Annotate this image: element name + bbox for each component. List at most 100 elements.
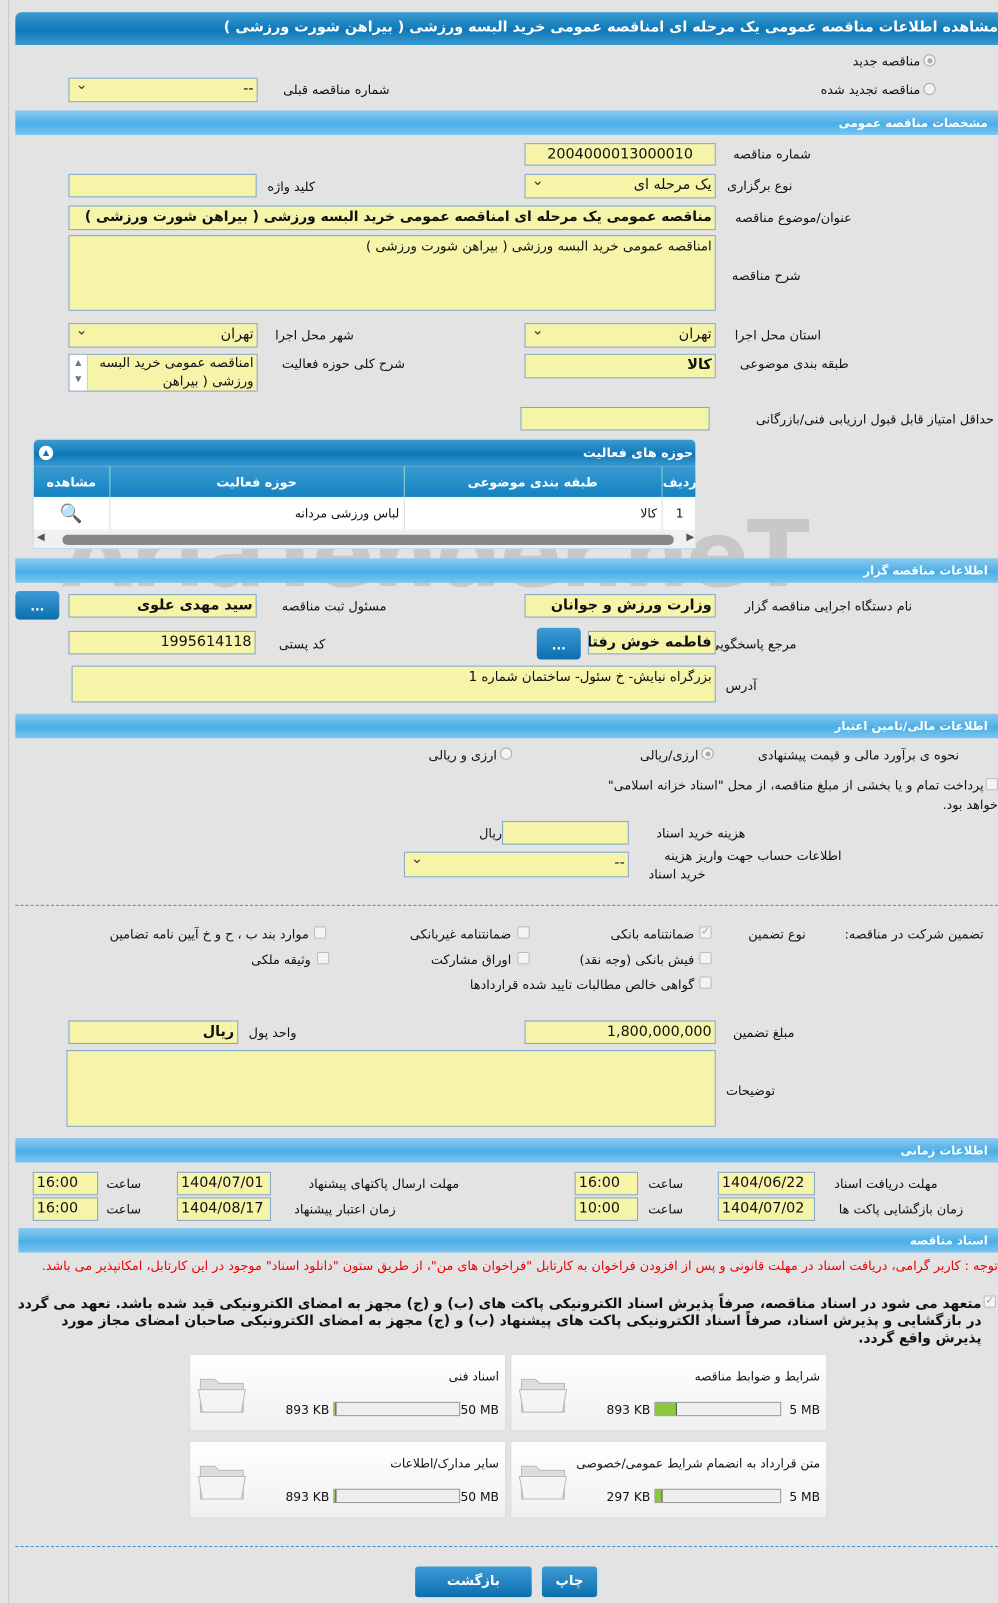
col-view: مشاهده (46, 473, 97, 490)
table-row: 1 کالا لباس ورزشی مردانه 🔍 (34, 496, 696, 530)
rial-label: ارزی/ریالی (639, 747, 699, 763)
checkbox-bonds[interactable] (517, 951, 530, 965)
valid-time[interactable]: 16:00 (32, 1197, 99, 1221)
postal-field[interactable]: 1995614118 (68, 630, 256, 655)
radio-renewed-tender[interactable] (923, 82, 936, 96)
subject-field[interactable]: مناقصه عمومی یک مرحله ای امناقصه عمومی خ… (68, 205, 716, 231)
commit-checkbox[interactable]: ✓ (983, 1295, 996, 1308)
address-field[interactable]: بزرگراه نیایش- خ سئول- ساختمان شماره 1 (71, 665, 716, 703)
contact-field[interactable]: فاطمه خوش رفتار (587, 630, 716, 655)
file-size: 893 KB (606, 1402, 651, 1418)
file-size: 297 KB (606, 1489, 651, 1505)
registrar-more-button[interactable]: ... (15, 591, 60, 620)
estimate-label: نحوه ی برآورد مالی و قیمت پیشنهادی (757, 747, 960, 763)
subject-label: عنوان/موضوع مناقصه (735, 209, 852, 225)
folder-icon (518, 1378, 568, 1413)
city-select[interactable]: تهران (68, 323, 258, 348)
currency-field[interactable]: ریال (68, 1020, 239, 1044)
province-select[interactable]: تهران (524, 323, 716, 348)
bank-guarantee-label: ضمانتنامه بانکی (610, 926, 695, 942)
file-max: 5 MB (789, 1489, 821, 1505)
file-card[interactable]: متن قرارداد به انضمام شرایط عمومی/خصوصی … (510, 1440, 828, 1519)
radio-currency-rial[interactable] (500, 747, 513, 760)
category-field[interactable]: کالا (524, 353, 716, 379)
description-textarea[interactable]: امناقصه عمومی خرید البسه ورزشی ( بیراهن … (68, 235, 716, 311)
activities-table: حوزه های فعالیت ▲ ردیف طبقه بندی موضوعی … (32, 438, 697, 550)
checkbox-property[interactable] (316, 951, 330, 965)
scroll-left-icon[interactable]: ◀ (36, 531, 45, 543)
view-magnifier-icon[interactable]: 🔍 (59, 502, 83, 525)
type-select[interactable]: یک مرحله ای (524, 173, 716, 199)
contact-more-button[interactable]: ... (536, 627, 581, 660)
account-label-cont: خرید اسناد (648, 866, 706, 882)
file-card[interactable]: اسناد فنی 50 MB 893 KB (189, 1353, 507, 1432)
file-name: سایر مدارک/اطلاعات (390, 1456, 499, 1471)
file-name: شرایط و ضوابط مناقصه (694, 1369, 821, 1384)
print-button[interactable]: چاپ (541, 1566, 598, 1598)
file-usage-fill (334, 1489, 337, 1503)
guarantee-label: تضمین شرکت در مناقصه: (844, 926, 984, 942)
province-label: استان محل اجرا (734, 327, 822, 343)
collapse-icon[interactable]: ▲ (38, 445, 54, 461)
checkbox-nonbank-guarantee[interactable] (517, 926, 530, 939)
submit-time[interactable]: 16:00 (32, 1171, 99, 1196)
type-label: نوع برگزاری (727, 177, 793, 194)
file-usage-bar (333, 1401, 461, 1417)
registrar-label: مسئول ثبت مناقصه (281, 598, 387, 614)
open-label: زمان بازگشایی پاکت ها (838, 1201, 964, 1217)
prev-number-label: شماره مناقصه قبلی (283, 81, 390, 98)
radio-new-tender[interactable] (923, 54, 936, 67)
scroll-right-icon[interactable]: ▶ (686, 531, 695, 543)
amount-label: مبلغ تضمین (733, 1024, 795, 1040)
notice-text: توجه : کاربر گرامی، دریافت اسناد در مهلت… (41, 1257, 998, 1274)
submit-field[interactable]: 1404/07/01 (176, 1171, 271, 1196)
treasury-label: پرداخت تمام و یا بخشی از مبلغ مناقصه، از… (607, 777, 984, 793)
file-card[interactable]: سایر مدارک/اطلاعات 50 MB 893 KB (189, 1440, 507, 1519)
notes-label: توضیحات (726, 1082, 776, 1099)
registrar-field[interactable]: سید مهدی علوی (68, 594, 257, 618)
new-tender-label: مناقصه جدید (852, 53, 921, 69)
file-usage-bar (333, 1488, 461, 1504)
radio-rial[interactable] (701, 747, 714, 760)
address-label: آدرس (725, 677, 757, 694)
org-field[interactable]: وزارت ورزش و جوانان (524, 594, 716, 618)
notes-textarea[interactable] (66, 1050, 716, 1127)
tender-number-field[interactable]: 2004000013000010 (524, 143, 716, 166)
currency-label: واحد پول (248, 1024, 297, 1040)
file-usage-fill (655, 1489, 663, 1503)
valid-field[interactable]: 1404/08/17 (176, 1197, 271, 1221)
guarantee-type-label: نوع تضمین (748, 926, 806, 942)
treasury-checkbox[interactable] (985, 778, 998, 791)
file-size: 893 KB (285, 1489, 330, 1505)
treasury-label-cont: خواهد بود. (942, 796, 998, 812)
checkbox-other-items[interactable] (313, 926, 327, 939)
open-field[interactable]: 1404/07/02 (717, 1197, 815, 1221)
amount-field[interactable]: 1,800,000,000 (524, 1020, 716, 1044)
scrollbar-thumb[interactable] (62, 534, 674, 545)
file-usage-bar (654, 1401, 782, 1417)
file-card[interactable]: شرایط و ضوابط مناقصه 5 MB 893 KB (510, 1353, 828, 1432)
submit-label: مهلت ارسال پاکتهای پیشنهاد (308, 1175, 460, 1192)
horizontal-scrollbar[interactable]: ◀ ▶ (33, 529, 696, 549)
doc-deadline-time[interactable]: 16:00 (574, 1171, 639, 1196)
checkbox-claims[interactable] (699, 976, 712, 989)
listbox-scrollbar[interactable]: ▲ ▼ (69, 354, 88, 391)
doc-deadline-field[interactable]: 1404/06/22 (717, 1171, 815, 1196)
keyword-field[interactable] (68, 173, 257, 198)
open-time[interactable]: 10:00 (574, 1197, 639, 1221)
page-border (8, 0, 10, 1603)
file-name: اسناد فنی (448, 1369, 499, 1384)
file-max: 5 MB (789, 1402, 821, 1418)
doc-cost-field[interactable] (502, 821, 629, 845)
cell-idx: 1 (661, 496, 696, 530)
account-label: اطلاعات حساب جهت واریز هزینه (664, 847, 842, 863)
activity-desc-listbox[interactable]: امناقصه عمومی خرید البسه ورزشی ( بیراهن (68, 353, 258, 392)
min-score-field[interactable] (520, 406, 710, 431)
back-button[interactable]: بازگشت (415, 1566, 532, 1598)
checkbox-bank-receipt[interactable] (699, 951, 712, 965)
prev-number-select[interactable]: -- (68, 77, 258, 103)
checkbox-bank-guarantee[interactable]: ✓ (699, 926, 712, 939)
section-general: مشخصات مناقصه عمومی (15, 110, 998, 135)
file-usage-fill (334, 1402, 337, 1416)
account-select[interactable]: -- (403, 851, 629, 878)
